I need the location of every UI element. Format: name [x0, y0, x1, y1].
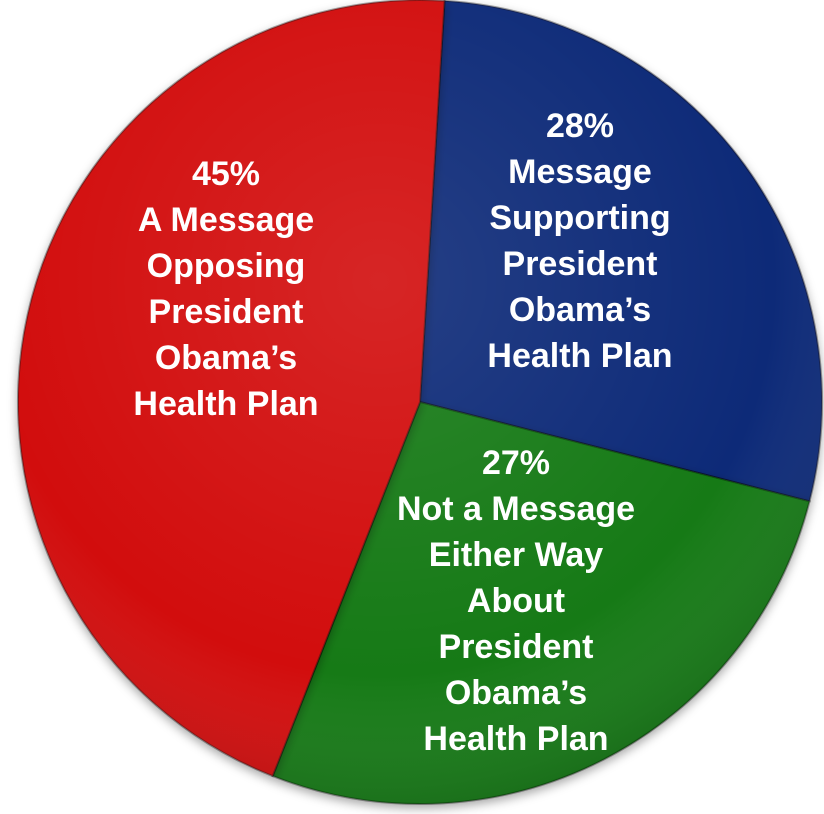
pie-slice-label-line: Supporting: [489, 199, 670, 237]
pie-slice-label-line: About: [467, 582, 565, 620]
pie-slice-label-line: 28%: [546, 107, 614, 145]
pie-slice-label-line: Obama’s: [509, 291, 651, 329]
pie-slice-label-line: President: [439, 628, 594, 666]
pie-slice-label-line: Obama’s: [155, 339, 297, 377]
pie-slice-label-line: 27%: [482, 444, 550, 482]
pie-slice-label-line: Health Plan: [487, 337, 672, 375]
pie-slice-label-line: A Message: [138, 201, 314, 239]
pie-slice-label-0: 28% Message Supporting President Obama’s Heal…: [487, 107, 672, 375]
pie-labels: 28% Message Supporting President Obama’s Heal…: [133, 107, 672, 758]
pie-slice-label-line: 45%: [192, 155, 260, 193]
pie-slice-label-line: Message: [508, 153, 652, 191]
pie-slice-label-line: Health Plan: [133, 385, 318, 423]
pie-slice-label-line: President: [503, 245, 658, 283]
pie-slice-label-line: Not a Message: [397, 490, 635, 528]
pie-slice-label-2: 45% A Message Opposing President Obama’s Heal…: [133, 155, 318, 423]
pie-slice-label-1: 27% Not a Message Either Way About President…: [397, 444, 635, 758]
pie-slice-label-line: Obama’s: [445, 674, 587, 712]
pie-slice-label-line: Health Plan: [423, 720, 608, 758]
pie-slice-label-line: Opposing: [147, 247, 306, 285]
pie-slice-label-line: Either Way: [429, 536, 604, 574]
pie-slice-label-line: President: [149, 293, 304, 331]
